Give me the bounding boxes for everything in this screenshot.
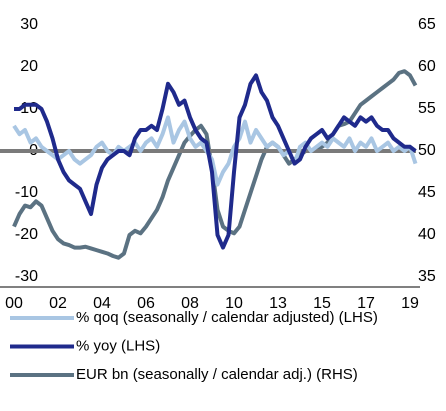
x-tick-label: 19 bbox=[401, 295, 419, 312]
x-tick-label: 10 bbox=[225, 295, 243, 312]
x-tick-label: 06 bbox=[137, 295, 155, 312]
y-tick-label: -20 bbox=[15, 226, 38, 243]
y-tick-label: 20 bbox=[20, 58, 38, 75]
y2-tick-label: 35 bbox=[418, 268, 436, 285]
legend-label: EUR bn (seasonally / calendar adj.) (RHS… bbox=[76, 366, 358, 383]
y2-tick-label: 40 bbox=[418, 226, 436, 243]
y2-tick-label: 50 bbox=[418, 142, 436, 159]
y2-tick-label: 55 bbox=[418, 100, 436, 117]
x-tick-label: 17 bbox=[357, 295, 375, 312]
x-tick-label: 04 bbox=[93, 295, 111, 312]
y2-tick-label: 65 bbox=[418, 16, 436, 33]
y2-tick-label: 45 bbox=[418, 184, 436, 201]
x-tick-label: 08 bbox=[181, 295, 199, 312]
legend-label: % yoy (LHS) bbox=[76, 337, 160, 354]
y-tick-label: -30 bbox=[15, 268, 38, 285]
x-tick-label: 02 bbox=[49, 295, 67, 312]
series-line bbox=[14, 73, 417, 250]
y-tick-label: -10 bbox=[15, 184, 38, 201]
x-tick-label: 13 bbox=[269, 295, 287, 312]
x-tick-label: 00 bbox=[5, 295, 23, 312]
x-tick-label: 15 bbox=[313, 295, 331, 312]
legend-label: % qoq (seasonally / calendar adjusted) (… bbox=[76, 309, 378, 326]
y2-tick-label: 60 bbox=[418, 58, 436, 75]
y-tick-label: 30 bbox=[20, 16, 38, 33]
series-line bbox=[12, 115, 418, 187]
